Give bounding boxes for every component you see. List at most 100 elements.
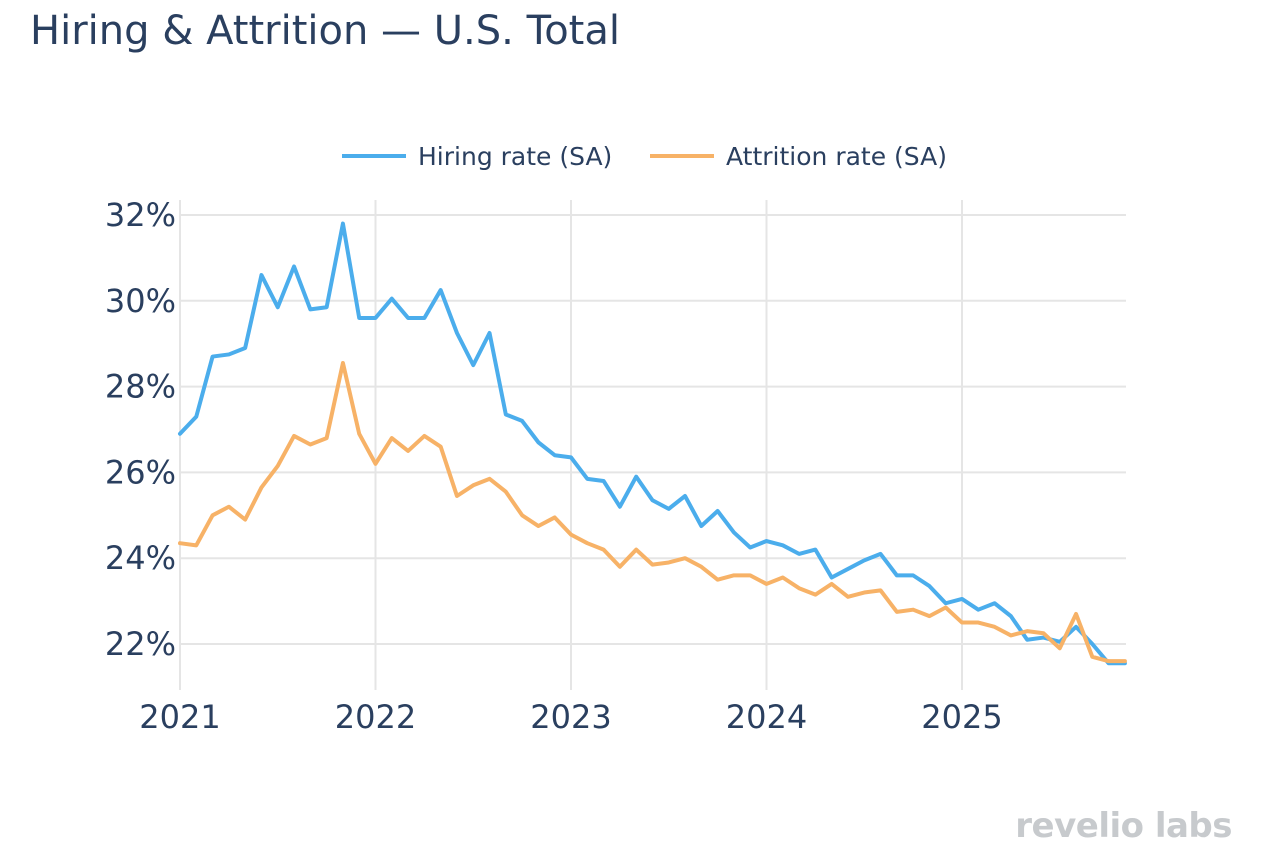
hiring-rate-point — [259, 273, 263, 277]
chart-title: Hiring & Attrition — U.S. Total — [30, 8, 620, 54]
x-tick-label: 2025 — [921, 698, 1002, 736]
attrition-rate-point — [1107, 659, 1111, 663]
hiring-rate-point — [1074, 625, 1078, 629]
hiring-rate-point — [732, 530, 736, 534]
y-tick-label: 28% — [105, 368, 176, 406]
hiring-rate-point — [553, 453, 557, 457]
attrition-rate-point — [732, 573, 736, 577]
attrition-rate-point — [781, 576, 785, 580]
attrition-rate-point — [699, 565, 703, 569]
hiring-rate-point — [993, 601, 997, 605]
attrition-rate-point — [797, 586, 801, 590]
attrition-rate-point — [439, 445, 443, 449]
attrition-rate-point — [308, 443, 312, 447]
attrition-rate-point — [390, 436, 394, 440]
attrition-rate-point — [1041, 631, 1045, 635]
attrition-rate-point — [520, 513, 524, 517]
hiring-rate-point — [781, 543, 785, 547]
hiring-rate-point — [243, 346, 247, 350]
hiring-rate-point — [292, 264, 296, 268]
hiring-rate-point — [813, 548, 817, 552]
attrition-rate-point — [667, 560, 671, 564]
revelio-labs-logo: revelio labs — [1015, 806, 1232, 846]
hiring-rate-point — [862, 558, 866, 562]
y-tick-label: 30% — [105, 282, 176, 320]
attrition-rate-point — [178, 541, 182, 545]
attrition-rate-point — [1009, 633, 1013, 637]
attrition-rate-point — [292, 434, 296, 438]
legend-label-hiring-rate: Hiring rate (SA) — [418, 142, 612, 171]
hiring-rate-point — [765, 539, 769, 543]
hiring-rate-point — [879, 552, 883, 556]
hiring-rate-point — [406, 316, 410, 320]
attrition-rate-point — [243, 518, 247, 522]
hiring-rate-point — [1090, 642, 1094, 646]
hiring-rate-point — [569, 455, 573, 459]
attrition-rate-point — [585, 541, 589, 545]
attrition-rate-point — [879, 588, 883, 592]
attrition-rate-point — [553, 515, 557, 519]
attrition-rate-point — [536, 524, 540, 528]
attrition-rate-point — [422, 434, 426, 438]
hiring-rate-point — [194, 415, 198, 419]
attrition-rate-point — [716, 578, 720, 582]
hiring-rate-point — [748, 545, 752, 549]
hiring-rate-point — [846, 567, 850, 571]
y-tick-label: 26% — [105, 453, 176, 491]
attrition-rate-point — [911, 608, 915, 612]
attrition-rate-point — [455, 494, 459, 498]
series-layer — [178, 221, 1127, 666]
hiring-rate-point — [504, 412, 508, 416]
attrition-rate-point — [488, 477, 492, 481]
attrition-rate-line[interactable] — [178, 361, 1127, 664]
attrition-rate-point — [993, 625, 997, 629]
hiring-rate-point — [439, 288, 443, 292]
hiring-rate-point — [536, 440, 540, 444]
attrition-rate-point — [194, 543, 198, 547]
attrition-rate-point — [765, 582, 769, 586]
x-tick-label: 2022 — [335, 698, 416, 736]
hiring-rate-point — [422, 316, 426, 320]
attrition-rate-point — [1025, 629, 1029, 633]
attrition-rate-point — [374, 462, 378, 466]
hiring-rate-point — [1009, 614, 1013, 618]
hiring-rate-point — [390, 297, 394, 301]
x-tick-label: 2023 — [530, 698, 611, 736]
attrition-rate-point — [1123, 659, 1127, 663]
hiring-rate-point — [455, 331, 459, 335]
hiring-rate-point — [520, 419, 524, 423]
hiring-rate-point — [276, 305, 280, 309]
hiring-rate-point — [797, 552, 801, 556]
attrition-rate-point — [1090, 655, 1094, 659]
legend[interactable]: Hiring rate (SA) Attrition rate (SA) — [342, 142, 947, 171]
attrition-rate-point — [341, 361, 345, 365]
attrition-rate-point — [748, 573, 752, 577]
hiring-rate-point — [585, 477, 589, 481]
hiring-rate-point — [357, 316, 361, 320]
hiring-rate-point — [716, 509, 720, 513]
attrition-rate-point — [227, 505, 231, 509]
hiring-rate-point — [667, 507, 671, 511]
attrition-rate-point — [1074, 612, 1078, 616]
attrition-rate-point — [357, 432, 361, 436]
y-tick-label: 22% — [105, 625, 176, 663]
hiring-rate-point — [895, 573, 899, 577]
attrition-rate-point — [325, 436, 329, 440]
attrition-rate-point — [569, 533, 573, 537]
legend-item-hiring-rate[interactable]: Hiring rate (SA) — [342, 142, 612, 171]
hiring-rate-point — [602, 479, 606, 483]
legend-item-attrition-rate[interactable]: Attrition rate (SA) — [650, 142, 947, 171]
hiring-rate-point — [325, 305, 329, 309]
hiring-rate-point — [960, 597, 964, 601]
attrition-rate-point — [634, 548, 638, 552]
attrition-rate-point — [602, 548, 606, 552]
x-tick-label: 2021 — [139, 698, 220, 736]
grid-layer — [179, 200, 1126, 690]
attrition-rate-point — [976, 621, 980, 625]
attrition-rate-point — [650, 563, 654, 567]
legend-label-attrition-rate: Attrition rate (SA) — [726, 142, 947, 171]
hiring-rate-line[interactable] — [178, 221, 1127, 666]
attrition-rate-point — [406, 449, 410, 453]
axis-layer: 22% 24% 26% 28% 30% 32% 2021 2022 2023 2024 2025 — [105, 196, 1003, 736]
